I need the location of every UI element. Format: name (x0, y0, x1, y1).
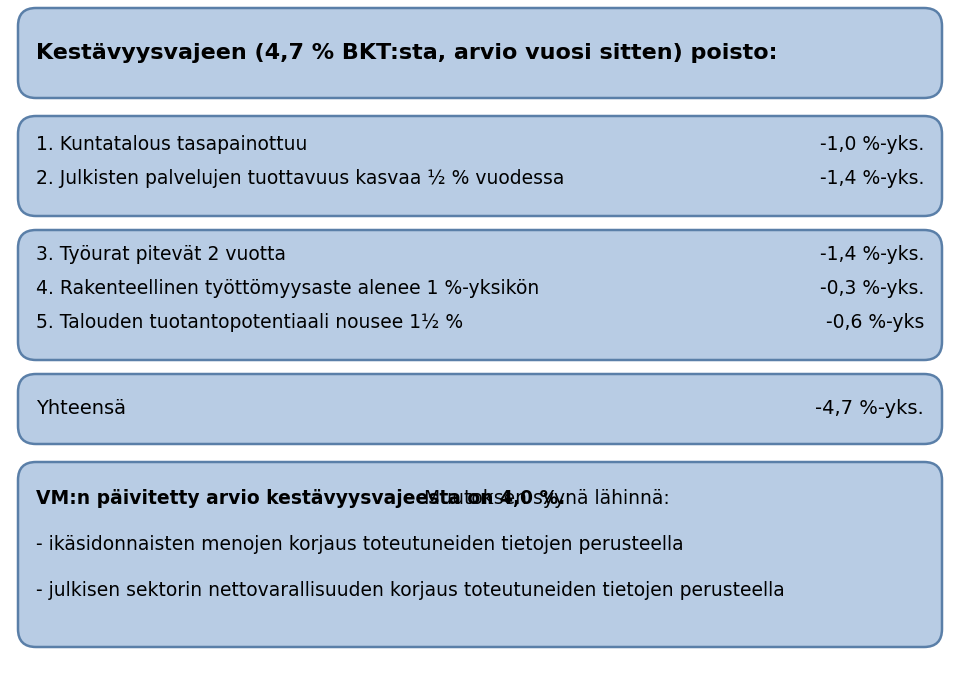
Text: VM:n päivitetty arvio kestävyysvajeesta on 4,0 %.: VM:n päivitetty arvio kestävyysvajeesta … (36, 489, 565, 508)
Text: Kestävyysvajeen (4,7 % BKT:sta, arvio vuosi sitten) poisto:: Kestävyysvajeen (4,7 % BKT:sta, arvio vu… (36, 43, 778, 63)
FancyBboxPatch shape (18, 462, 942, 647)
FancyBboxPatch shape (18, 8, 942, 98)
Text: 4. Rakenteellinen työttömyysaste alenee 1 %-yksikön: 4. Rakenteellinen työttömyysaste alenee … (36, 278, 540, 297)
Text: 5. Talouden tuotantopotentiaali nousee 1½ %: 5. Talouden tuotantopotentiaali nousee 1… (36, 313, 463, 332)
Text: -1,4 %-yks.: -1,4 %-yks. (820, 244, 924, 263)
Text: - ikäsidonnaisten menojen korjaus toteutuneiden tietojen perusteella: - ikäsidonnaisten menojen korjaus toteut… (36, 535, 684, 554)
Text: 2. Julkisten palvelujen tuottavuus kasvaa ½ % vuodessa: 2. Julkisten palvelujen tuottavuus kasva… (36, 169, 564, 188)
Text: Yhteensä: Yhteensä (36, 399, 126, 418)
FancyBboxPatch shape (18, 230, 942, 360)
Text: -1,0 %-yks.: -1,0 %-yks. (820, 135, 924, 154)
Text: 3. Työurat pitevät 2 vuotta: 3. Työurat pitevät 2 vuotta (36, 244, 286, 263)
Text: -1,4 %-yks.: -1,4 %-yks. (820, 169, 924, 188)
Text: - julkisen sektorin nettovarallisuuden korjaus toteutuneiden tietojen perusteell: - julkisen sektorin nettovarallisuuden k… (36, 580, 784, 600)
Text: -0,3 %-yks.: -0,3 %-yks. (820, 278, 924, 297)
Text: -4,7 %-yks.: -4,7 %-yks. (815, 399, 924, 418)
Text: Muutoksen syynä lähinnä:: Muutoksen syynä lähinnä: (419, 489, 670, 508)
Text: -0,6 %-yks: -0,6 %-yks (826, 313, 924, 332)
FancyBboxPatch shape (18, 116, 942, 216)
FancyBboxPatch shape (18, 374, 942, 444)
Text: 1. Kuntatalous tasapainottuu: 1. Kuntatalous tasapainottuu (36, 135, 307, 154)
